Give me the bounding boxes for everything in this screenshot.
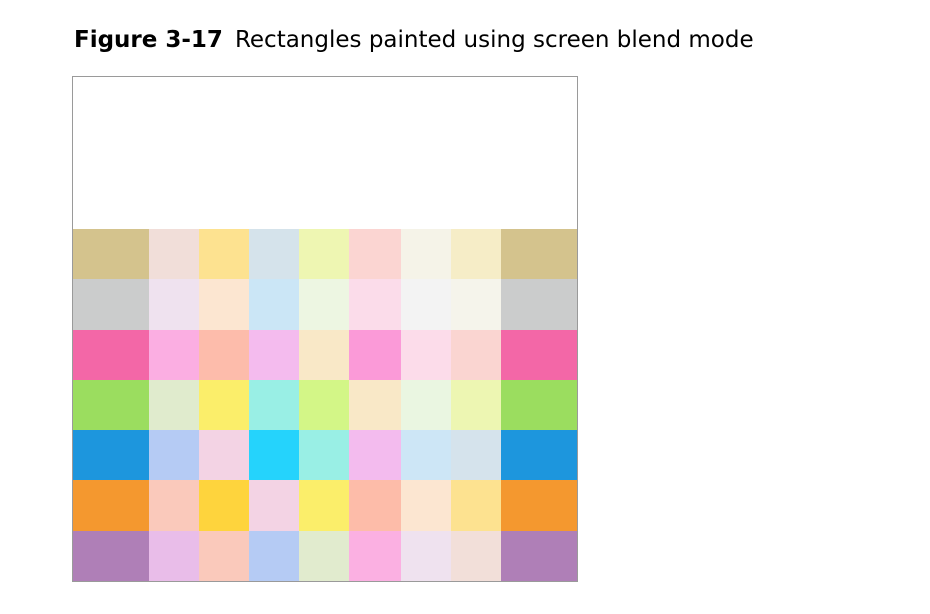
color-rectangle (501, 279, 577, 331)
color-rectangle (299, 480, 349, 532)
figure-label: Figure 3-17 (74, 27, 223, 53)
color-rectangle (199, 530, 249, 581)
color-rectangle (149, 530, 199, 581)
figure-title: Rectangles painted using screen blend mo… (234, 27, 754, 53)
color-rectangle (199, 430, 249, 481)
color-rectangle (249, 379, 299, 431)
color-rectangle (401, 229, 451, 280)
color-rectangle (199, 279, 249, 331)
color-rectangle (73, 430, 149, 481)
color-rectangle (199, 379, 249, 431)
color-rectangle (149, 229, 199, 280)
color-rectangle (401, 379, 451, 431)
color-rectangle (299, 279, 349, 331)
color-rectangle (501, 530, 577, 581)
color-rectangle (451, 329, 501, 381)
color-rectangle (299, 430, 349, 481)
color-rectangle (149, 379, 199, 431)
color-rectangle (349, 229, 401, 280)
color-rectangle (73, 530, 149, 581)
color-rectangle (349, 329, 401, 381)
color-rectangle (199, 329, 249, 381)
color-rectangle (451, 430, 501, 481)
color-rectangle (299, 379, 349, 431)
color-rectangle (73, 329, 149, 381)
color-rectangle (501, 480, 577, 532)
color-rectangle (349, 430, 401, 481)
color-rectangle (299, 329, 349, 381)
color-rectangle (199, 229, 249, 280)
color-rectangle (299, 530, 349, 581)
color-rectangle (451, 530, 501, 581)
color-rectangle (249, 430, 299, 481)
figure-caption: Figure 3-17 Rectangles painted using scre… (74, 26, 754, 54)
color-rectangle (73, 379, 149, 431)
figure-canvas (72, 76, 578, 582)
color-rectangle (149, 480, 199, 532)
color-rectangle (73, 480, 149, 532)
color-rectangle (401, 480, 451, 532)
color-rectangle (451, 379, 501, 431)
color-rectangle (349, 480, 401, 532)
color-rectangle (349, 379, 401, 431)
color-rectangle (249, 530, 299, 581)
color-rectangle (451, 279, 501, 331)
color-rectangle (501, 229, 577, 280)
color-rectangle (401, 279, 451, 331)
color-rectangle (249, 229, 299, 280)
color-rectangle (451, 229, 501, 280)
color-rectangle (249, 329, 299, 381)
color-rectangle (501, 379, 577, 431)
color-rectangle (349, 279, 401, 331)
color-grid (73, 229, 577, 581)
color-rectangle (349, 530, 401, 581)
color-rectangle (451, 480, 501, 532)
color-rectangle (149, 430, 199, 481)
color-rectangle (249, 279, 299, 331)
color-rectangle (149, 279, 199, 331)
color-rectangle (501, 329, 577, 381)
color-rectangle (199, 480, 249, 532)
color-rectangle (299, 229, 349, 280)
color-rectangle (73, 229, 149, 280)
color-rectangle (401, 430, 451, 481)
color-rectangle (401, 329, 451, 381)
color-rectangle (149, 329, 199, 381)
color-rectangle (501, 430, 577, 481)
color-rectangle (401, 530, 451, 581)
color-rectangle (73, 279, 149, 331)
color-rectangle (249, 480, 299, 532)
